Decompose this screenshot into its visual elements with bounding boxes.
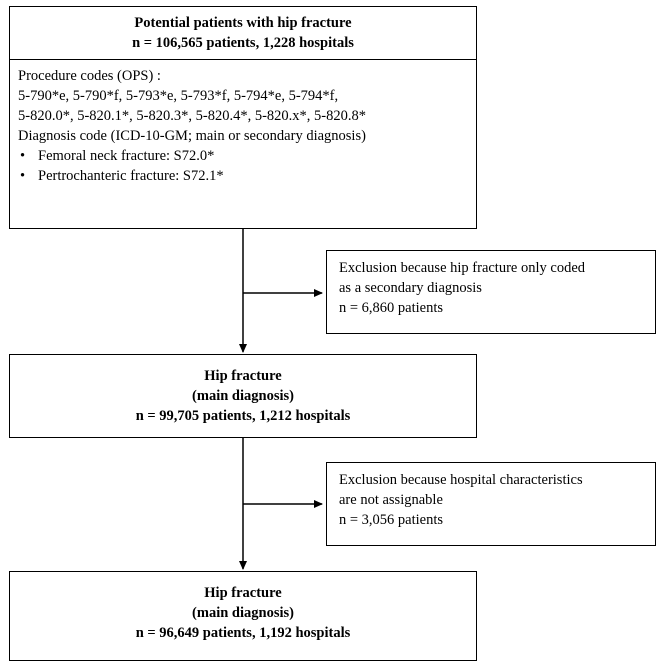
procedure-codes-line-1: 5-790*e, 5-790*f, 5-793*e, 5-793*f, 5-79… — [18, 88, 339, 104]
box-count: n = 96,649 patients, 1,192 hospitals — [135, 625, 351, 641]
box-exclusion-hospital-characteristics: Exclusion because hospital characteristi… — [326, 462, 656, 546]
box-count: n = 106,565 patients, 1,228 hospitals — [132, 35, 354, 51]
bullet-icon: • — [20, 148, 26, 164]
bullet-icon: • — [20, 168, 26, 184]
exclusion-text: as a secondary diagnosis — [339, 280, 482, 296]
box-inclusion-codes: Procedure codes (OPS) : 5-790*e, 5-790*f… — [9, 59, 477, 229]
box-potential-patients: Potential patients with hip fracture n =… — [9, 6, 477, 60]
box-title: Hip fracture — [204, 585, 282, 601]
procedure-codes-line-2: 5-820.0*, 5-820.1*, 5-820.3*, 5-820.4*, … — [18, 108, 366, 124]
exclusion-count: n = 3,056 patients — [339, 512, 444, 528]
exclusion-text: Exclusion because hospital characteristi… — [339, 472, 583, 488]
diagnosis-code-heading: Diagnosis code (ICD-10-GM; main or secon… — [18, 128, 366, 144]
box-hip-fracture-main-2: Hip fracture (main diagnosis) n = 96,649… — [9, 571, 477, 661]
bullet-text: Pertrochanteric fracture: S72.1* — [38, 168, 224, 184]
box-subtitle: (main diagnosis) — [192, 605, 294, 621]
box-count: n = 99,705 patients, 1,212 hospitals — [135, 408, 351, 424]
exclusion-text: are not assignable — [339, 492, 443, 508]
box-title: Hip fracture — [204, 368, 282, 384]
procedure-codes-heading: Procedure codes (OPS) : — [18, 68, 161, 84]
exclusion-count: n = 6,860 patients — [339, 300, 444, 316]
box-subtitle: (main diagnosis) — [192, 388, 294, 404]
bullet-text: Femoral neck fracture: S72.0* — [38, 148, 215, 164]
bullet-item: • Pertrochanteric fracture: S72.1* — [18, 166, 468, 186]
box-title: Potential patients with hip fracture — [134, 15, 352, 31]
bullet-item: • Femoral neck fracture: S72.0* — [18, 146, 468, 166]
box-exclusion-secondary-diagnosis: Exclusion because hip fracture only code… — [326, 250, 656, 334]
exclusion-text: Exclusion because hip fracture only code… — [339, 260, 586, 276]
box-hip-fracture-main-1: Hip fracture (main diagnosis) n = 99,705… — [9, 354, 477, 438]
